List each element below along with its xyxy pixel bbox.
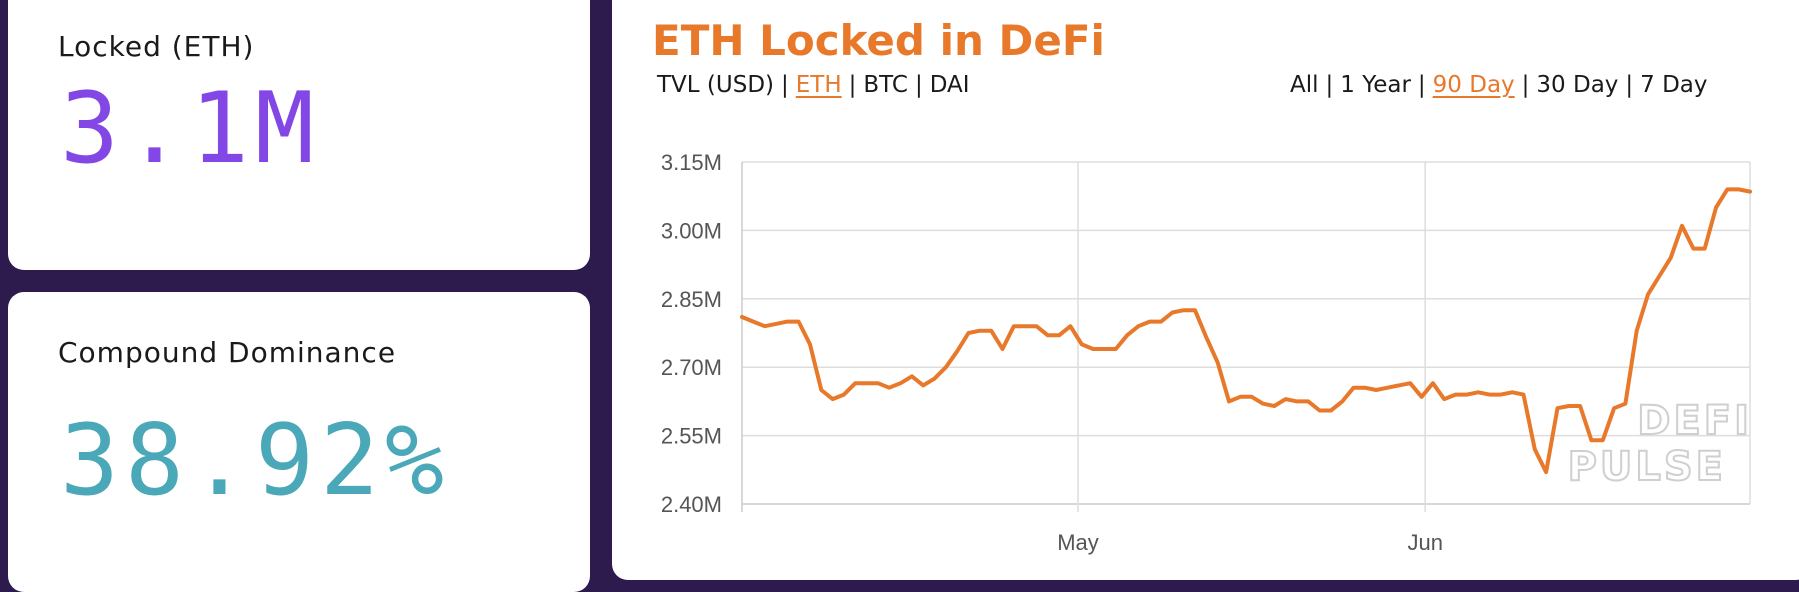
y-tick-label: 2.55M	[661, 424, 722, 449]
locked-eth-label: Locked (ETH)	[58, 30, 254, 63]
defi-pulse-watermark: DEFI PULSE	[1568, 398, 1752, 490]
locked-eth-card: Locked (ETH) 3.1M	[8, 0, 590, 270]
chart-panel: ETH Locked in DeFi TVL (USD)|ETH|BTC|DAI…	[612, 0, 1799, 580]
x-axis-ticks: May Jun	[1057, 530, 1443, 555]
eth-locked-series-line	[742, 189, 1750, 472]
y-axis-ticks: 3.15M 3.00M 2.85M 2.70M 2.55M 2.40M	[661, 150, 722, 517]
y-tick-label: 2.85M	[661, 287, 722, 312]
compound-dominance-value: 38.92%	[60, 412, 450, 510]
y-tick-label: 3.00M	[661, 218, 722, 243]
x-tick-label: Jun	[1407, 530, 1442, 555]
y-tick-label: 3.15M	[661, 150, 722, 175]
watermark-line-1: DEFI	[1637, 398, 1752, 444]
x-tick-label: May	[1057, 530, 1099, 555]
compound-dominance-label: Compound Dominance	[58, 336, 396, 369]
compound-dominance-card: Compound Dominance 38.92%	[8, 292, 590, 592]
watermark-line-2: PULSE	[1568, 444, 1726, 490]
chart-series	[742, 189, 1750, 472]
locked-eth-value: 3.1M	[60, 80, 320, 178]
y-tick-label: 2.70M	[661, 355, 722, 380]
eth-locked-line-chart: 3.15M 3.00M 2.85M 2.70M 2.55M 2.40M May Jun DE…	[612, 0, 1799, 580]
y-tick-label: 2.40M	[661, 492, 722, 517]
